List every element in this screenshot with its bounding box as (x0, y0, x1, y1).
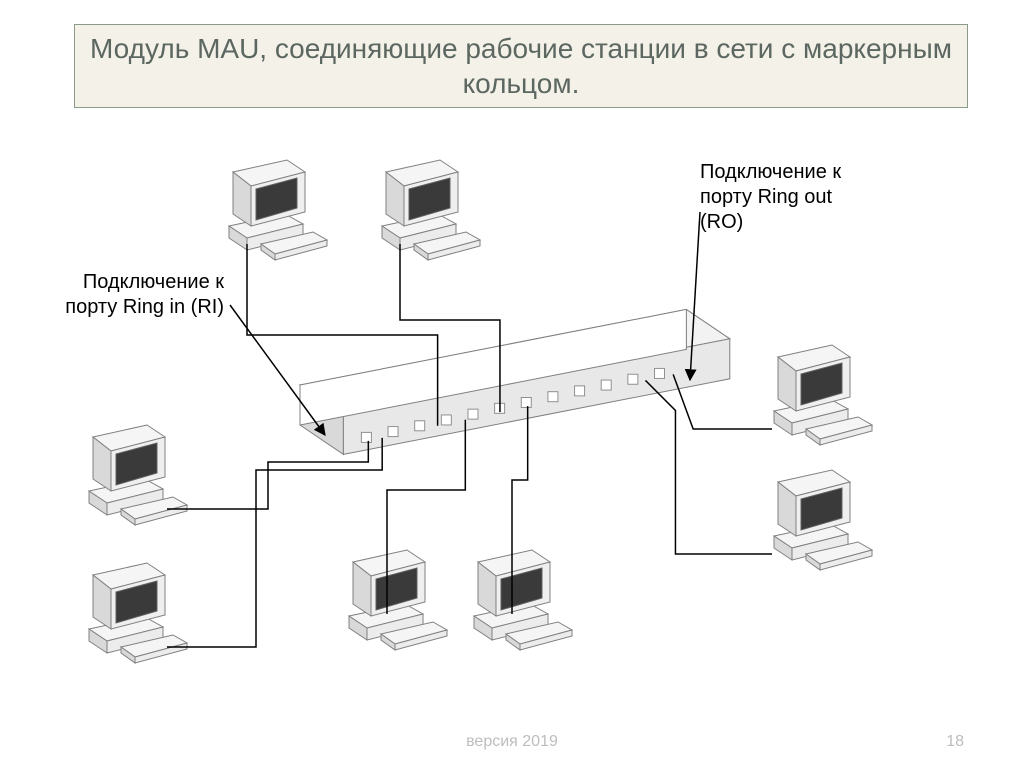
ring-in-label: Подключение к порту Ring in (RI) (44, 270, 224, 320)
page-number: 18 (946, 733, 964, 751)
slide-title: Модуль MAU, соединяющие рабочие станции … (74, 24, 968, 108)
network-diagram: Подключение к порту Ring in (RI) Подключ… (0, 110, 1024, 710)
ring-out-label: Подключение к порту Ring out (RO) (700, 160, 880, 235)
footer-version: версия 2019 (0, 733, 1024, 751)
